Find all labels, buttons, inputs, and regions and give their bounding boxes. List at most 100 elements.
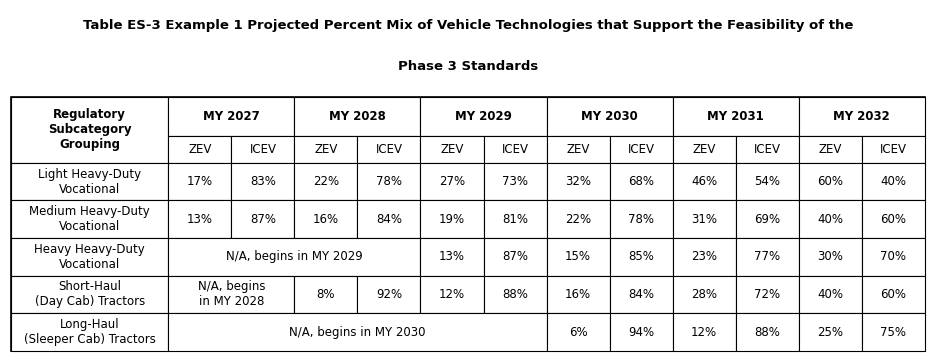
Bar <box>420 163 484 200</box>
Bar <box>420 136 484 163</box>
Text: 19%: 19% <box>439 213 465 226</box>
Bar <box>798 136 862 163</box>
Bar <box>420 200 484 238</box>
Bar <box>295 200 358 238</box>
Text: MY 2029: MY 2029 <box>455 110 512 123</box>
Bar <box>673 313 736 351</box>
Bar <box>420 238 484 276</box>
Text: 17%: 17% <box>187 175 212 188</box>
Text: Heavy Heavy-Duty
Vocational: Heavy Heavy-Duty Vocational <box>35 243 145 271</box>
Bar <box>798 313 862 351</box>
Text: 60%: 60% <box>880 288 906 301</box>
Bar <box>295 276 358 313</box>
Text: MY 2032: MY 2032 <box>833 110 890 123</box>
Text: 40%: 40% <box>817 213 843 226</box>
Text: 87%: 87% <box>250 213 276 226</box>
Text: 25%: 25% <box>817 325 843 339</box>
Text: 81%: 81% <box>502 213 528 226</box>
Bar <box>168 136 231 163</box>
Text: ICEV: ICEV <box>880 143 907 156</box>
Bar <box>295 163 358 200</box>
Bar <box>484 200 547 238</box>
Text: 87%: 87% <box>502 250 528 263</box>
Bar <box>862 200 925 238</box>
Text: 28%: 28% <box>691 288 717 301</box>
Bar <box>11 163 168 200</box>
Text: Regulatory
Subcategory
Grouping: Regulatory Subcategory Grouping <box>48 108 132 151</box>
Bar <box>673 238 736 276</box>
Bar <box>547 200 609 238</box>
Text: 13%: 13% <box>187 213 212 226</box>
Text: 92%: 92% <box>376 288 402 301</box>
Bar <box>484 163 547 200</box>
Bar <box>736 238 798 276</box>
Bar <box>609 163 673 200</box>
Bar <box>358 136 420 163</box>
Text: Long-Haul
(Sleeper Cab) Tractors: Long-Haul (Sleeper Cab) Tractors <box>23 318 155 346</box>
Text: 32%: 32% <box>565 175 591 188</box>
Text: Phase 3 Standards: Phase 3 Standards <box>398 60 538 73</box>
Text: 12%: 12% <box>439 288 465 301</box>
Bar <box>420 276 484 313</box>
Text: N/A, begins
in MY 2028: N/A, begins in MY 2028 <box>197 280 265 308</box>
Text: Medium Heavy-Duty
Vocational: Medium Heavy-Duty Vocational <box>29 205 150 233</box>
Bar <box>862 238 925 276</box>
Text: 30%: 30% <box>817 250 843 263</box>
Text: Light Heavy-Duty
Vocational: Light Heavy-Duty Vocational <box>38 168 141 195</box>
Text: 78%: 78% <box>628 213 654 226</box>
Text: ZEV: ZEV <box>693 143 716 156</box>
Bar <box>547 97 673 136</box>
Bar <box>547 276 609 313</box>
Text: MY 2031: MY 2031 <box>708 110 764 123</box>
Bar <box>862 313 925 351</box>
Bar <box>231 163 295 200</box>
Bar <box>11 200 168 238</box>
Bar <box>736 276 798 313</box>
Text: 94%: 94% <box>628 325 654 339</box>
Text: N/A, begins in MY 2030: N/A, begins in MY 2030 <box>289 325 426 339</box>
Bar <box>673 276 736 313</box>
Text: ZEV: ZEV <box>314 143 338 156</box>
Bar <box>295 97 420 136</box>
Bar <box>547 163 609 200</box>
Text: ZEV: ZEV <box>188 143 212 156</box>
Text: 22%: 22% <box>565 213 592 226</box>
Text: 83%: 83% <box>250 175 276 188</box>
Text: 27%: 27% <box>439 175 465 188</box>
Bar <box>11 238 168 276</box>
Bar <box>231 136 295 163</box>
Bar <box>484 238 547 276</box>
Text: 12%: 12% <box>691 325 717 339</box>
Text: N/A, begins in MY 2029: N/A, begins in MY 2029 <box>227 250 363 263</box>
Bar <box>547 238 609 276</box>
Text: 31%: 31% <box>691 213 717 226</box>
Bar <box>547 313 609 351</box>
Text: 75%: 75% <box>880 325 906 339</box>
Text: 88%: 88% <box>754 325 780 339</box>
Text: 88%: 88% <box>502 288 528 301</box>
Text: 15%: 15% <box>565 250 591 263</box>
Text: ZEV: ZEV <box>440 143 463 156</box>
Bar <box>11 97 168 163</box>
Bar <box>11 276 168 313</box>
Text: 60%: 60% <box>880 213 906 226</box>
Bar <box>11 97 925 351</box>
Bar <box>168 163 231 200</box>
Text: 73%: 73% <box>502 175 528 188</box>
Bar <box>547 136 609 163</box>
Text: ZEV: ZEV <box>818 143 841 156</box>
Text: 77%: 77% <box>754 250 781 263</box>
Bar <box>11 313 168 351</box>
Bar <box>231 200 295 238</box>
Text: 22%: 22% <box>313 175 339 188</box>
Text: MY 2027: MY 2027 <box>203 110 260 123</box>
Text: 16%: 16% <box>565 288 592 301</box>
Bar <box>358 200 420 238</box>
Text: 23%: 23% <box>691 250 717 263</box>
Bar <box>358 163 420 200</box>
Bar <box>295 136 358 163</box>
Text: 16%: 16% <box>313 213 339 226</box>
Text: Table ES-3 Example 1 Projected Percent Mix of Vehicle Technologies that Support : Table ES-3 Example 1 Projected Percent M… <box>82 19 854 32</box>
Bar <box>673 136 736 163</box>
Text: MY 2030: MY 2030 <box>581 110 638 123</box>
